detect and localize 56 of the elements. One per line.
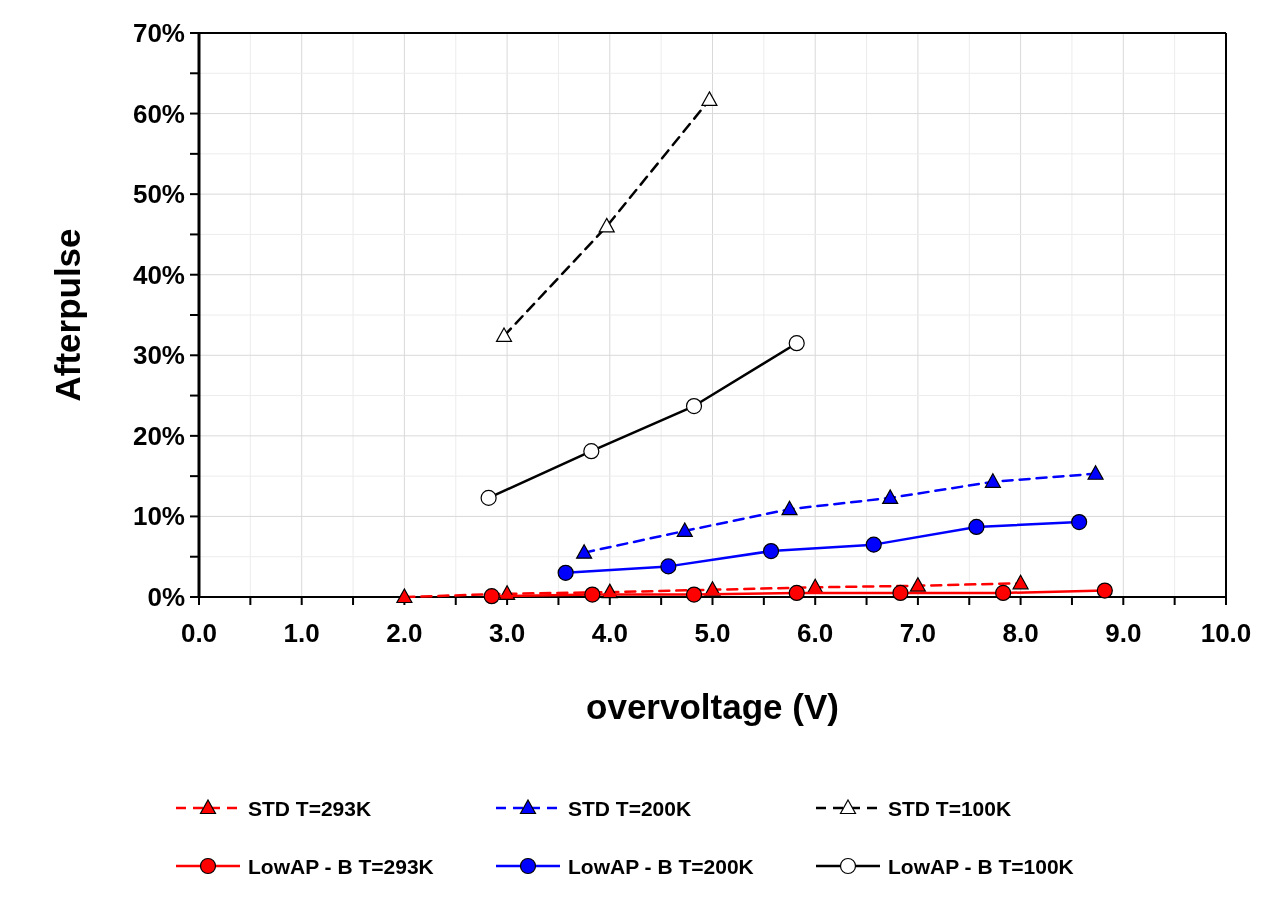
y-tick-label: 70% <box>132 18 185 48</box>
point <box>968 518 985 535</box>
point <box>396 588 413 604</box>
point <box>1012 574 1029 590</box>
x-axis-title: overvoltage (V) <box>586 687 839 726</box>
legend-label: LowAP - B T=100K <box>888 855 1074 878</box>
point <box>865 536 882 553</box>
point <box>882 489 899 504</box>
point <box>676 522 693 538</box>
point <box>788 584 805 602</box>
point <box>701 91 718 106</box>
y-tick-label: 50% <box>132 179 185 210</box>
x-tick-label: 4.0 <box>591 618 628 648</box>
point <box>909 577 926 592</box>
x-tick-label: 8.0 <box>1002 618 1039 648</box>
x-tick-label: 2.0 <box>386 618 423 648</box>
point <box>1096 582 1113 599</box>
point <box>480 489 497 506</box>
legend-label: STD T=293K <box>248 797 372 820</box>
point <box>576 544 593 559</box>
y-tick-label: 0% <box>147 582 185 612</box>
legend-label: STD T=100K <box>888 797 1012 820</box>
x-tick-label: 1.0 <box>283 618 320 648</box>
x-tick-label: 6.0 <box>797 618 834 648</box>
point <box>1071 513 1088 531</box>
point <box>583 443 600 460</box>
point <box>557 564 574 581</box>
x-tick-label: 5.0 <box>694 618 731 648</box>
point <box>762 542 780 560</box>
point <box>995 584 1012 602</box>
y-tick-label: 60% <box>132 98 185 129</box>
y-tick-label: 30% <box>132 340 185 371</box>
x-tick-label: 0.0 <box>180 618 218 648</box>
point <box>1087 465 1104 480</box>
point <box>781 500 798 516</box>
y-tick-label: 40% <box>132 259 185 290</box>
point <box>892 584 909 602</box>
legend-label: LowAP - B T=200K <box>568 855 754 878</box>
point <box>685 586 703 603</box>
legend-label: LowAP - B T=293K <box>248 855 434 878</box>
point <box>660 558 677 575</box>
y-tick-label: 20% <box>132 420 185 451</box>
point <box>788 335 805 352</box>
legend-label: STD T=200K <box>568 797 692 820</box>
x-tick-label: 9.0 <box>1105 618 1142 648</box>
point <box>685 397 703 415</box>
point <box>495 327 513 343</box>
x-tick-label: 7.0 <box>899 618 936 648</box>
x-tick-label: 3.0 <box>489 618 526 648</box>
point <box>598 217 615 233</box>
point <box>483 588 500 605</box>
y-axis-title: Afterpulse <box>48 228 87 402</box>
x-tick-label: 10.0 <box>1200 618 1252 648</box>
point <box>584 586 601 603</box>
y-tick-label: 10% <box>132 501 185 532</box>
point <box>984 473 1001 488</box>
